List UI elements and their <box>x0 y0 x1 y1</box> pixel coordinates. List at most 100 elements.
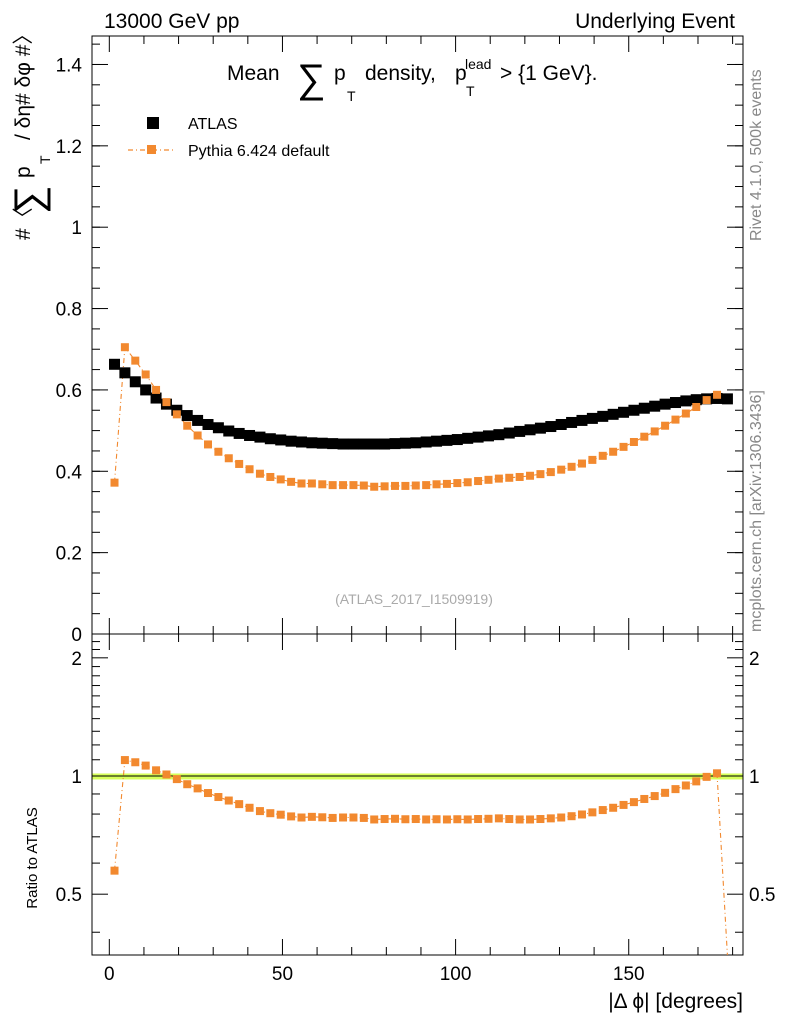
ratio-point <box>681 781 690 790</box>
x-tick-label: 150 <box>613 964 645 985</box>
ratio-point <box>162 770 171 779</box>
atlas-point <box>649 400 661 412</box>
pythia-point <box>474 477 483 486</box>
x-tick-label: 100 <box>440 964 472 985</box>
pythia-point <box>588 455 597 464</box>
ratio-point <box>349 813 358 822</box>
atlas-point <box>109 358 121 370</box>
ratio-point <box>266 809 275 818</box>
ratio-y-ticks: 0.5 0.5 1 1 2 2 <box>56 641 775 933</box>
atlas-point <box>202 418 214 430</box>
main-y-axis-label: #〈 ∑ p T / δη# δφ #〉 <box>7 24 53 240</box>
ratio-point <box>702 772 711 781</box>
main-ytick-label: 0.8 <box>56 300 82 321</box>
pythia-point <box>287 477 296 486</box>
legend: ATLAS Pythia 6.424 default <box>128 116 330 160</box>
atlas-point <box>244 429 256 441</box>
atlas-point <box>669 397 681 409</box>
pythia-point <box>577 459 586 468</box>
title-sum: ∑ <box>297 57 326 101</box>
atlas-point <box>420 436 432 448</box>
ratio-point <box>577 810 586 819</box>
pythia-point <box>463 478 472 487</box>
pythia-point <box>110 478 119 487</box>
pythia-point <box>152 385 161 394</box>
ratio-point <box>536 815 545 824</box>
atlas-point <box>327 438 339 450</box>
pythia-point <box>307 479 316 488</box>
process-label: Underlying Event <box>575 10 735 33</box>
atlas-point <box>545 421 557 433</box>
atlas-point <box>129 376 141 388</box>
mcplots-label: mcplots.cern.ch [arXiv:1306.3436] <box>748 390 765 632</box>
atlas-point <box>233 427 245 439</box>
main-plot-panel: 0 0.2 0.4 0.6 0.8 1 1.2 1.4 Mean ∑ p T density,… <box>7 24 744 646</box>
atlas-point <box>212 422 224 434</box>
ratio-point <box>183 780 192 789</box>
pythia-point <box>494 474 503 483</box>
ratio-point <box>494 814 503 823</box>
atlas-point <box>264 433 276 445</box>
ratio-point <box>131 758 140 767</box>
pythia-point <box>411 481 420 490</box>
pythia-point <box>318 480 327 489</box>
pythia-point <box>349 481 358 490</box>
ratio-point <box>328 813 337 822</box>
pythia-point <box>172 410 181 419</box>
atlas-point <box>275 434 287 446</box>
ratio-point <box>411 815 420 824</box>
pythia-point <box>661 421 670 430</box>
atlas-point <box>659 398 671 410</box>
pythia-point <box>266 472 275 481</box>
ratio-point <box>463 815 472 824</box>
pythia-point <box>536 470 545 479</box>
ratio-ytick-label: 1 <box>71 767 82 788</box>
atlas-point <box>347 438 359 450</box>
legend-atlas-label: ATLAS <box>188 116 238 133</box>
ratio-point <box>297 813 306 822</box>
ratio-point <box>245 803 254 812</box>
title-density: density, <box>365 62 436 85</box>
atlas-point <box>368 438 380 450</box>
pythia-point <box>339 481 348 490</box>
pythia-point <box>515 472 524 481</box>
atlas-point <box>462 432 474 444</box>
main-ytick-label: 0.2 <box>56 544 82 565</box>
legend-pythia-marker <box>147 145 156 154</box>
ratio-point <box>318 813 327 822</box>
x-axis-label: |Δ ϕ| [degrees] <box>608 990 743 1013</box>
main-ytick-label: 0 <box>71 625 82 646</box>
ratio-y-axis-label: Ratio to ATLAS <box>24 807 41 908</box>
atlas-point <box>555 418 567 430</box>
pythia-point <box>692 403 701 412</box>
atlas-point <box>451 434 463 446</box>
ratio-point <box>588 808 597 817</box>
ratio-ytick-label-right: 1 <box>749 767 760 788</box>
x-tick-label: 50 <box>272 964 293 985</box>
atlas-point <box>399 437 411 449</box>
ratio-point <box>546 814 555 823</box>
pythia-point <box>557 465 566 474</box>
pythia-point <box>671 415 680 424</box>
ratio-point <box>110 866 119 875</box>
ratio-point <box>359 813 368 822</box>
atlas-point <box>119 367 131 379</box>
atlas-point <box>316 437 328 449</box>
title-sub-t2: T <box>466 83 475 99</box>
pythia-point <box>401 481 410 490</box>
atlas-point <box>576 414 588 426</box>
ratio-point <box>339 813 348 822</box>
ratio-point <box>629 798 638 807</box>
ratio-plot-panel: 0.5 0.5 1 1 2 2 0 50 100 150 Ratio to ATLAS |Δ ϕ… <box>24 633 775 1013</box>
atlas-point <box>493 429 505 441</box>
title-lead: lead <box>465 56 491 72</box>
atlas-point <box>721 393 733 405</box>
atlas-point <box>410 437 422 449</box>
rivet-label: Rivet 4.1.0, 500k events <box>748 69 765 241</box>
main-ytick-label: 1 <box>71 218 82 239</box>
ratio-point <box>276 810 285 819</box>
pythia-point <box>432 480 441 489</box>
pythia-point <box>526 471 535 480</box>
pythia-point <box>204 440 213 449</box>
ratio-point <box>287 812 296 821</box>
